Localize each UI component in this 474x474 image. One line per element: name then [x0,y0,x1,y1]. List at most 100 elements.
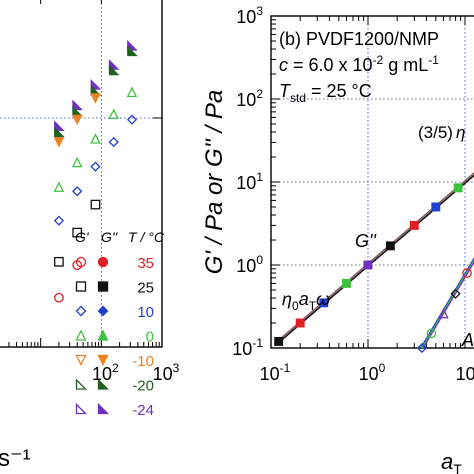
legend-open-marker [75,256,87,268]
legend-filled-marker [97,329,109,341]
slope-fraction: (3/5) [418,123,453,142]
legend-temperature-label: -20 [132,378,154,395]
gpp-fit-line [279,174,474,342]
legend-header: G' [75,229,90,245]
legend-temperature-label: -10 [132,353,154,370]
gp-data-point [426,328,437,339]
panel-a-data-point [90,133,101,144]
reference-temperature-label: Tstd = 25 °C [279,81,372,105]
gp-fit-line [422,261,474,349]
panel-b-y-tick-label: 101 [236,170,263,193]
panel-a-legend: G' G'' T / °C 35 25 10 0 -10 -20 -24 [75,229,165,419]
panel-b-data-points [274,183,472,354]
gpp-fit-line [277,173,474,342]
panel-b-x-tick-label: 101 [456,361,474,384]
panel-b-x-axis-label: aT [441,449,462,474]
gpp-data-point [453,183,463,193]
panel-b-y-tick-label: 102 [236,87,263,110]
gp-fit-line [420,257,474,349]
legend-temperature-label: 10 [137,304,154,321]
panel-a-data-point [108,136,119,148]
legend-open-marker [75,281,87,292]
panel-a-data-point [54,120,65,131]
panel-a-data-point [53,181,65,192]
panel-a-tick-labels: 102 103 [92,361,180,384]
gpp-data-point [295,318,305,328]
panel-b-fit-lines [276,172,474,349]
panel-a-data-point [90,93,101,104]
panel-a-data-point [90,79,102,90]
panel-b-grid [271,16,474,348]
panel-a-data-point [90,161,101,172]
gpp-data-point [431,202,441,212]
legend-header: T / °C [128,229,165,245]
panel-a-data-point [127,45,138,57]
panel-a-data-point [71,114,83,126]
panel-b-ticks [270,16,466,349]
legend-open-marker [75,354,87,366]
panel-a-data-point [72,186,83,197]
panel-a-data-point [108,108,119,120]
legend-temperature-label: -24 [132,402,154,419]
panel-b-x-tick-label: 10-1 [260,361,291,384]
legend-filled-marker [97,305,109,317]
panel-b-x-tick-label: 100 [359,361,386,384]
gpp-data-point [319,298,329,308]
viscous-omega: ω [316,289,330,309]
gp-fit-line [421,259,474,349]
slope-annotation: (3/5) η [418,123,465,142]
panel-a-data-point [71,156,83,168]
gpp-data-point [385,241,395,251]
panel-b: 10-1 100 101 10-1 100 101 102 103 (b) PVDF1200/… [201,4,474,474]
gp-partial-label: A [461,330,474,350]
legend-temperature-label: 35 [137,255,154,272]
panel-a-x-axis-label: s⁻¹ [0,445,31,472]
x-axis-a: a [441,449,453,474]
panel-a-data-point [127,39,138,51]
ref-temp-subscript: std [290,91,306,105]
x-axis-a-subscript: T [453,461,462,474]
panel-a-data-point [126,86,138,98]
ref-temp-symbol: T [279,81,292,101]
panel-a-data-point [72,99,83,111]
panel-a-data-point [54,256,64,267]
panel-a: G' G'' T / °C 35 25 10 0 -10 -20 -24 102 103 s⁻¹ [0,0,180,472]
panel-a-data-point [126,114,138,125]
concentration-symbol: c [279,55,288,75]
gpp-data-point [342,278,351,288]
panel-b-y-tick-label: 103 [236,4,263,27]
gp-data-point [450,288,461,299]
gp-data-point [462,268,472,278]
legend-filled-marker [97,354,109,366]
panel-a-data-point [90,199,101,210]
legend-open-marker [75,402,88,415]
concentration-value: = 6.0 x 10 [288,55,373,75]
concentration-unit: g mL [383,55,428,75]
panel-a-x-tick-label: 103 [153,361,180,384]
viscous-eta: η [282,289,292,309]
viscous-line-label: η0aTω [282,289,330,313]
panel-a-data-point [108,59,120,70]
gpp-fit-line [276,172,474,342]
legend-open-marker [75,305,87,317]
slope-eta: η [456,123,465,142]
panel-b-tick-labels: 10-1 100 101 10-1 100 101 102 103 [232,4,474,384]
legend-filled-marker [97,378,110,390]
legend-temperature-label: 0 [146,329,154,346]
panel-b-y-tick-label: 100 [236,253,263,276]
panel-a-data-point [54,292,64,303]
concentration-exponent: -2 [373,53,384,67]
legend-open-marker [75,378,88,390]
gpp-data-point [409,220,419,230]
panel-b-y-tick-label: 10-1 [232,336,263,359]
panel-a-x-tick-label: 102 [92,361,119,384]
concentration-label: c = 6.0 x 10-2 g mL-1 [279,53,439,75]
legend-filled-marker [97,402,110,415]
panel-a-data-point [53,137,65,148]
gp-data-point [416,342,428,354]
viscous-eta-subscript: 0 [292,299,299,313]
panel-a-data-points [53,39,138,303]
legend-temperature-label: 25 [137,280,154,297]
panel-a-data-point [72,227,83,238]
gp-data-point [438,307,449,319]
